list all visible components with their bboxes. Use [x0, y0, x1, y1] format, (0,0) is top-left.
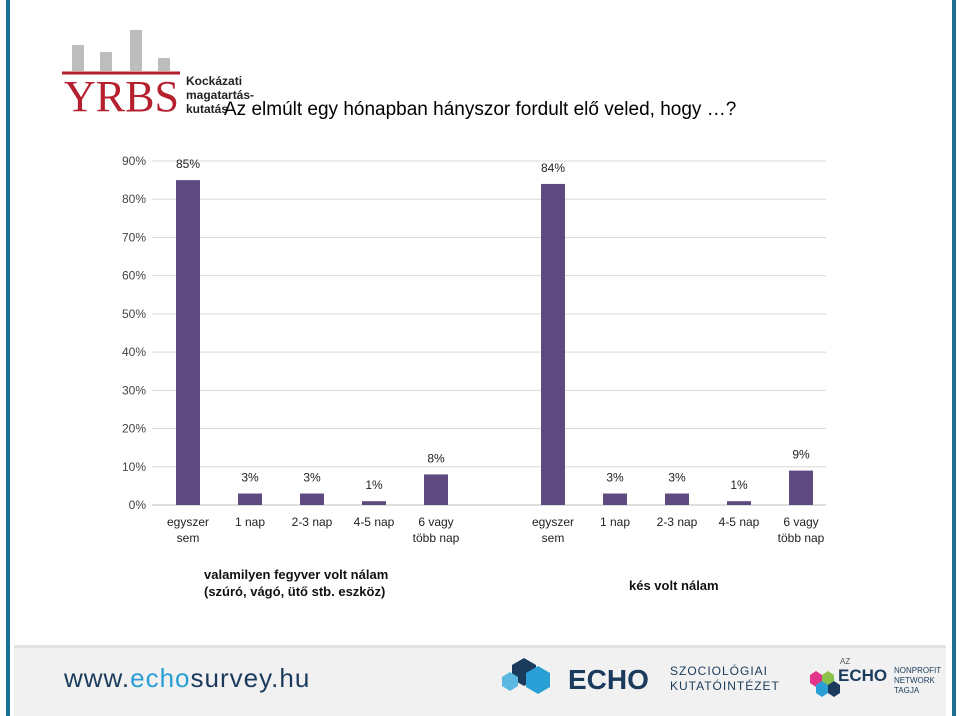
- svg-text:KUTATÓINTÉZET: KUTATÓINTÉZET: [670, 678, 780, 693]
- svg-text:magatartás-: magatartás-: [186, 88, 254, 102]
- group-label-knife: kés volt nálam: [629, 577, 719, 594]
- bar: [603, 493, 627, 505]
- svg-text:NETWORK: NETWORK: [894, 676, 936, 685]
- svg-text:YRBS: YRBS: [64, 72, 179, 118]
- category-label: 6 vagy: [783, 515, 818, 529]
- right-frame: [946, 0, 960, 716]
- y-tick-label: 70%: [122, 230, 146, 244]
- bar: [238, 493, 262, 505]
- bar-chart: 0% 10% 20% 30% 40% 50% 60% 70% 80% 90% 85% egyszer s…: [122, 154, 826, 545]
- bar: [362, 501, 386, 505]
- category-label: 4-5 nap: [354, 515, 395, 529]
- group-label-weapon-line1: valamilyen fegyver volt nálam: [204, 567, 389, 582]
- category-label: 1 nap: [235, 515, 265, 529]
- left-frame: [0, 0, 14, 716]
- y-tick-label: 90%: [122, 154, 146, 168]
- svg-text:SZOCIOLÓGIAI: SZOCIOLÓGIAI: [670, 663, 768, 678]
- page-title: Az elmúlt egy hónapban hányszor fordult …: [224, 99, 737, 120]
- data-label: 1%: [365, 478, 383, 492]
- data-label: 3%: [668, 471, 686, 485]
- data-label: 84%: [541, 161, 565, 175]
- category-label: 4-5 nap: [719, 515, 760, 529]
- category-label: 2-3 nap: [292, 515, 333, 529]
- category-label: 6 vagy: [418, 515, 453, 529]
- svg-text:AZ: AZ: [840, 657, 850, 666]
- data-label: 3%: [303, 471, 321, 485]
- y-tick-label: 20%: [122, 422, 146, 436]
- bar: [541, 183, 565, 505]
- nonprofit-network-logo: AZ ECHO NONPROFIT NETWORK TAGJA: [810, 657, 941, 697]
- category-label: egyszer: [532, 515, 574, 529]
- svg-text:Kockázati: Kockázati: [186, 74, 242, 88]
- bar: [300, 493, 324, 505]
- group-label-weapon: valamilyen fegyver volt nálam (szúró, vá…: [204, 566, 388, 600]
- svg-text:ECHO: ECHO: [838, 666, 887, 685]
- group-label-weapon-line2: (szúró, vágó, ütő stb. eszköz): [204, 584, 386, 599]
- category-label: sem: [177, 531, 200, 545]
- footer: www.echosurvey.hu ECHO SZOCIOLÓGIAI KUTA…: [14, 645, 946, 716]
- svg-text:NONPROFIT: NONPROFIT: [894, 666, 941, 675]
- data-label: 9%: [792, 448, 810, 462]
- y-tick-label: 10%: [122, 460, 146, 474]
- category-label: több nap: [778, 531, 825, 545]
- data-label: 85%: [176, 157, 200, 171]
- category-label: több nap: [413, 531, 460, 545]
- bar: [424, 474, 448, 505]
- svg-text:ECHO: ECHO: [568, 664, 649, 695]
- y-tick-label: 30%: [122, 383, 146, 397]
- svg-text:kutatás: kutatás: [186, 102, 228, 116]
- bar: [789, 470, 813, 505]
- data-label: 1%: [730, 478, 748, 492]
- bar: [727, 501, 751, 505]
- y-tick-label: 40%: [122, 345, 146, 359]
- data-label: 3%: [606, 471, 624, 485]
- y-tick-label: 60%: [122, 269, 146, 283]
- group-label-knife-line1: kés volt nálam: [629, 578, 719, 593]
- site-url[interactable]: www.echosurvey.hu: [64, 663, 311, 693]
- y-tick-label: 50%: [122, 307, 146, 321]
- y-tick-label: 80%: [122, 192, 146, 206]
- y-tick-label: 0%: [129, 498, 147, 512]
- yrbs-logo: YRBS Kockázati magatartás- kutatás: [62, 30, 254, 118]
- bar: [665, 493, 689, 505]
- category-label: egyszer: [167, 515, 209, 529]
- category-label: 2-3 nap: [657, 515, 698, 529]
- data-label: 8%: [427, 451, 445, 465]
- category-label: sem: [542, 531, 565, 545]
- echo-institute-logo: ECHO SZOCIOLÓGIAI KUTATÓINTÉZET: [502, 658, 780, 695]
- data-label: 3%: [241, 471, 259, 485]
- bar: [176, 180, 200, 505]
- category-label: 1 nap: [600, 515, 630, 529]
- svg-text:TAGJA: TAGJA: [894, 686, 920, 695]
